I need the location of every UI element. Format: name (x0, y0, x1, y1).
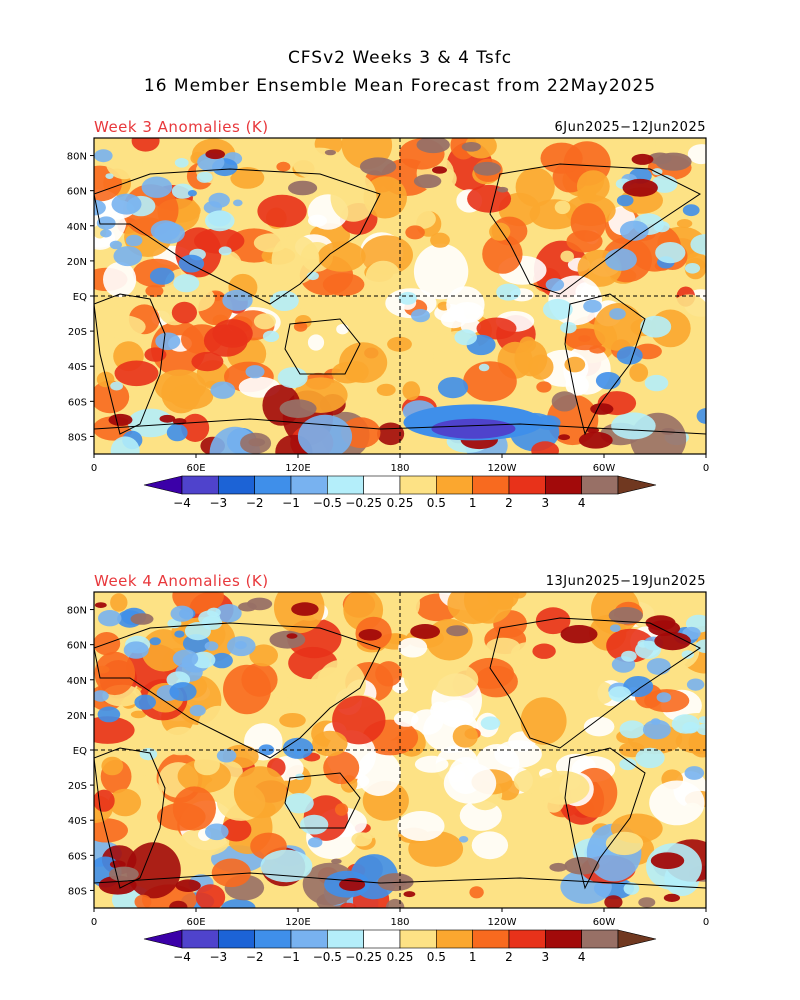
colorbar-box (436, 929, 473, 949)
colorbar-level-label: 0.5 (427, 496, 446, 510)
lon-tick-label: 0 (703, 917, 709, 928)
colorbar-box (181, 475, 219, 495)
colorbar-level-label: 1 (469, 950, 477, 964)
colorbar-box (327, 475, 364, 495)
lat-tick-label: 40N (67, 222, 87, 233)
week3-dates: 6Jun2025−12Jun2025 (554, 120, 706, 135)
colorbar-box (508, 929, 546, 949)
colorbar-level-label: 3 (542, 496, 550, 510)
week4-dates: 13Jun2025−19Jun2025 (545, 574, 706, 589)
lon-tick-label: 0 (91, 463, 97, 474)
colorbar-level-label: −0.5 (313, 496, 342, 510)
colorbar-level-label: −1 (282, 950, 300, 964)
colorbar-arrow-high (617, 475, 657, 495)
lat-tick-label: 60N (67, 641, 87, 652)
colorbar-level-label: −0.25 (345, 950, 382, 964)
lat-tick-label: 40S (68, 816, 87, 827)
colorbar-arrow-low (143, 475, 183, 495)
colorbar-box (218, 475, 255, 495)
week4-colorbar: −4 −3 −2 −1 −0.5 −0.25 0.25 0.5 1 2 3 4 (143, 929, 657, 964)
colorbar-level-label: −3 (209, 496, 227, 510)
lon-tick-label: 60E (186, 463, 205, 474)
lon-tick-label: 120W (488, 463, 517, 474)
colorbar-level-label: −1 (282, 496, 300, 510)
colorbar-box (545, 929, 582, 949)
colorbar-box (363, 929, 401, 949)
lon-tick-label: 0 (703, 463, 709, 474)
lon-tick-label: 180 (390, 917, 409, 928)
lat-tick-label: 40N (67, 676, 87, 687)
week3-label: Week 3 Anomalies (K) (94, 118, 269, 136)
colorbar-level-label: 3 (542, 950, 550, 964)
colorbar-box (436, 475, 473, 495)
colorbar-box (472, 475, 510, 495)
colorbar-arrow-high (617, 929, 657, 949)
colorbar-level-label: −0.25 (345, 496, 382, 510)
colorbar-level-label: −2 (246, 950, 264, 964)
week4-label: Week 4 Anomalies (K) (94, 572, 269, 590)
colorbar-level-label: −4 (173, 496, 191, 510)
colorbar-level-label: 4 (578, 950, 586, 964)
chart-title-line2: 16 Member Ensemble Mean Forecast from 22… (143, 76, 657, 96)
colorbar-level-label: −0.5 (313, 950, 342, 964)
lat-tick-label: EQ (73, 292, 87, 303)
lon-tick-label: 60W (593, 917, 616, 928)
lon-tick-label: 60W (593, 463, 616, 474)
colorbar-level-label: 0.25 (387, 496, 414, 510)
colorbar-box (181, 929, 219, 949)
lat-tick-label: 80N (67, 606, 87, 617)
lon-tick-label: 120W (488, 917, 517, 928)
colorbar-box (218, 929, 255, 949)
colorbar-level-label: 1 (469, 496, 477, 510)
colorbar-level-label: 2 (505, 496, 513, 510)
lon-tick-label: 180 (390, 463, 409, 474)
colorbar-level-label: 2 (505, 950, 513, 964)
lat-tick-label: 20N (67, 711, 87, 722)
colorbar-box (581, 929, 619, 949)
lat-tick-label: 20S (68, 327, 87, 338)
lat-tick-label: 60S (68, 851, 87, 862)
colorbar-box (327, 929, 364, 949)
colorbar-level-label: −3 (209, 950, 227, 964)
week4-anomaly-map: 80N 60N 40N 20N EQ 20S 40S 60S 80S 0 60E 120E 180 120… (67, 591, 709, 928)
colorbar-arrow-low (143, 929, 183, 949)
colorbar-box (399, 929, 437, 949)
colorbar-box (290, 475, 328, 495)
colorbar-level-label: 0.5 (427, 950, 446, 964)
colorbar-level-label: 4 (578, 496, 586, 510)
lat-tick-label: EQ (73, 746, 87, 757)
colorbar-box (363, 475, 401, 495)
week3-anomaly-map: 80N 60N 40N 20N EQ 20S 40S 60S 80S 0 60E 120E 180 120… (67, 137, 709, 474)
lat-tick-label: 20N (67, 257, 87, 268)
lat-tick-label: 80N (67, 152, 87, 163)
lat-tick-label: 80S (68, 886, 87, 897)
colorbar-level-label: 0.25 (387, 950, 414, 964)
lon-tick-label: 0 (91, 917, 97, 928)
colorbar-box (290, 929, 328, 949)
lat-tick-label: 80S (68, 432, 87, 443)
lat-tick-label: 40S (68, 362, 87, 373)
colorbar-box (545, 475, 582, 495)
colorbar-level-label: −2 (246, 496, 264, 510)
lon-tick-label: 60E (186, 917, 205, 928)
colorbar-box (399, 475, 437, 495)
week3-colorbar: −4 −3 −2 −1 −0.5 −0.25 0.25 0.5 1 2 3 4 (143, 475, 657, 510)
chart-title-line1: CFSv2 Weeks 3 & 4 Tsfc (287, 48, 513, 68)
lat-tick-label: 20S (68, 781, 87, 792)
lon-tick-label: 120E (285, 463, 310, 474)
lon-tick-label: 120E (285, 917, 310, 928)
lat-tick-label: 60S (68, 397, 87, 408)
colorbar-box (472, 929, 510, 949)
colorbar-box (508, 475, 546, 495)
colorbar-box (254, 475, 292, 495)
colorbar-box (581, 475, 619, 495)
lat-tick-label: 60N (67, 187, 87, 198)
colorbar-box (254, 929, 292, 949)
colorbar-level-label: −4 (173, 950, 191, 964)
